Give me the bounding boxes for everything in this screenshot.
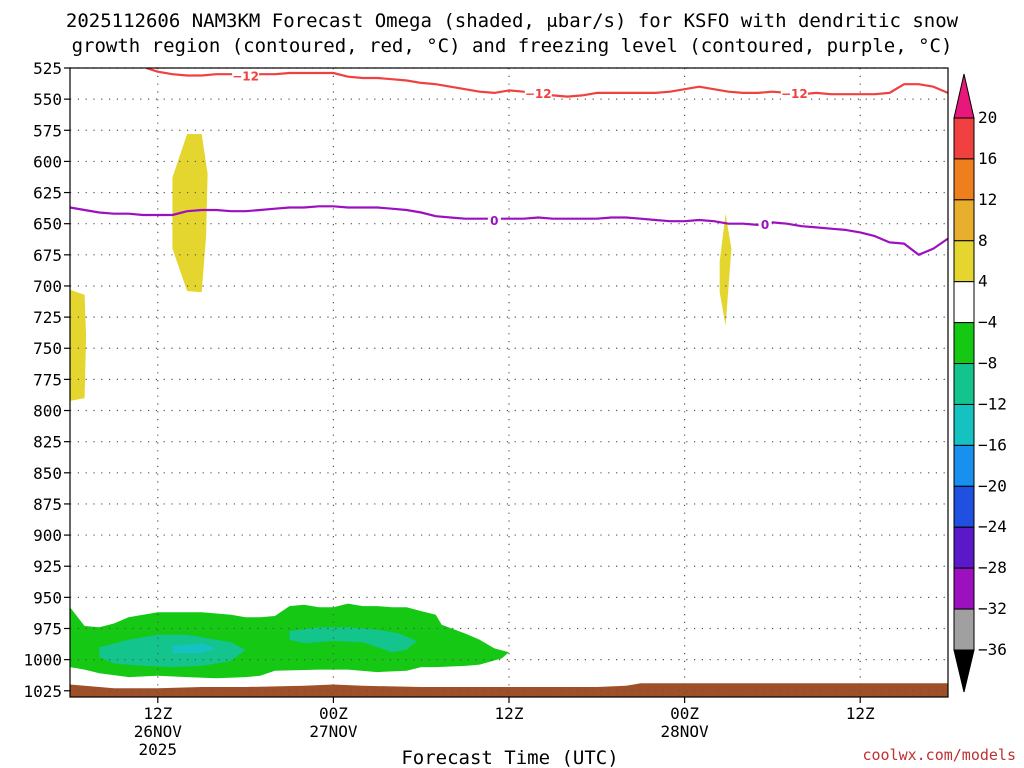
dendritic-isotherm-label-text-0: −12 — [232, 70, 259, 84]
colorbar-label-8: −16 — [978, 435, 1007, 454]
x-tick-label-6-2: 2025 — [139, 740, 178, 759]
y-tick-label-700: 700 — [33, 277, 62, 296]
omega-region-1 — [172, 134, 208, 293]
freezing-level-label-0: 0 — [487, 214, 501, 229]
dendritic-isotherm-label-bg-1 — [524, 87, 552, 102]
x-axis-label: Forecast Time (UTC) — [401, 747, 618, 768]
colorbar-bin-6 — [953, 322, 975, 365]
y-tick-label-600: 600 — [33, 152, 62, 171]
freezing-level-line — [70, 205, 948, 256]
y-tick-label-550: 550 — [33, 90, 62, 109]
dendritic-isotherm-label-1: −12 — [524, 87, 552, 102]
x-tick-label-54-0: 12Z — [846, 704, 875, 723]
y-tick-label-775: 775 — [33, 370, 62, 389]
freezing-level-label-bg-1 — [758, 217, 772, 232]
colorbar-label-4: 4 — [978, 272, 988, 291]
y-tick-label-650: 650 — [33, 215, 62, 234]
y-tick-label-925: 925 — [33, 557, 62, 576]
y-tick-label-1025: 1025 — [23, 682, 62, 701]
dendritic-isotherm-label-text-1: −12 — [525, 87, 552, 101]
freezing-level-label-bg-0 — [487, 214, 501, 229]
x-tick-label-18-1: 27NOV — [309, 722, 358, 741]
freezing-level-label-1: 0 — [758, 217, 772, 232]
colorbar-bin-4 — [953, 240, 975, 283]
colorbar-bin-9 — [953, 444, 975, 487]
colorbar-bin-1 — [953, 117, 975, 160]
colorbar-label-9: −20 — [978, 476, 1007, 495]
colorbar-bin-8 — [953, 403, 975, 446]
colorbar-bin-11 — [953, 526, 975, 569]
colorbar-bin-3 — [953, 199, 975, 242]
y-tick-label-975: 975 — [33, 619, 62, 638]
x-tick-label-6-0: 12Z — [143, 704, 172, 723]
colorbar-bin-7 — [953, 363, 975, 405]
y-tick-label-625: 625 — [33, 184, 62, 203]
colorbar-label-6: −8 — [978, 354, 997, 373]
colorbar-bin-13 — [953, 608, 975, 651]
y-axis: 525 550 575 600 625 650 675 700 725 750 775 800 825 8… — [23, 59, 70, 701]
colorbar: 20 16 12 8 4 −4 −8 −12 −16 −20 −24 −28 −32 −36 — [953, 73, 1007, 693]
dendritic-isotherm-label-bg-0 — [232, 69, 260, 84]
y-tick-label-800: 800 — [33, 402, 62, 421]
freezing-level-label-text-1: 0 — [761, 218, 769, 232]
credit-text: coolwx.com/models — [862, 746, 1016, 764]
y-tick-label-900: 900 — [33, 526, 62, 545]
omega-region-6 — [172, 643, 217, 654]
colorbar-label-2: 12 — [978, 190, 997, 209]
y-tick-label-675: 675 — [33, 246, 62, 265]
colorbar-bin-12 — [953, 567, 975, 610]
colorbar-bin-5 — [953, 281, 975, 324]
colorbar-bin-2 — [953, 158, 975, 201]
y-tick-label-750: 750 — [33, 339, 62, 358]
x-tick-label-6-1: 26NOV — [134, 722, 183, 741]
x-tick-label-42-1: 28NOV — [661, 722, 710, 741]
contour-lines: −12 −12 −12 0 0 — [70, 68, 948, 256]
omega-region-5 — [289, 627, 417, 653]
x-tick-label-42-0: 00Z — [670, 704, 699, 723]
colorbar-label-1: 16 — [978, 149, 997, 168]
colorbar-label-7: −12 — [978, 394, 1007, 413]
omega-region-2 — [719, 213, 732, 326]
dendritic-isotherm-label-text-2: −12 — [781, 87, 808, 101]
omega-region-0 — [70, 289, 87, 401]
colorbar-label-10: −24 — [978, 517, 1007, 536]
y-tick-label-1000: 1000 — [23, 651, 62, 670]
x-tick-label-18-0: 00Z — [319, 704, 348, 723]
colorbar-label-13: −36 — [978, 640, 1007, 659]
colorbar-bin-10 — [953, 485, 975, 528]
y-tick-label-525: 525 — [33, 59, 62, 78]
colorbar-top-arrow — [953, 73, 975, 119]
x-tick-label-30-0: 12Z — [495, 704, 524, 723]
colorbar-bottom-arrow — [953, 649, 975, 693]
chart-title-line-2: growth region (contoured, red, °C) and f… — [72, 35, 953, 57]
y-tick-label-850: 850 — [33, 464, 62, 483]
y-tick-label-575: 575 — [33, 121, 62, 140]
dendritic-isotherm-label-0: −12 — [232, 69, 260, 84]
dendritic-isotherm-label-2: −12 — [780, 87, 808, 102]
colorbar-label-11: −28 — [978, 558, 1007, 577]
freezing-level-label-text-0: 0 — [490, 214, 498, 228]
chart-title-line-1: 2025112606 NAM3KM Forecast Omega (shaded… — [66, 10, 959, 32]
dendritic-isotherm-label-bg-2 — [780, 87, 808, 102]
colorbar-label-3: 8 — [978, 231, 988, 250]
y-tick-label-875: 875 — [33, 495, 62, 514]
terrain-fill — [70, 683, 948, 697]
colorbar-label-0: 20 — [978, 108, 997, 127]
y-tick-label-950: 950 — [33, 588, 62, 607]
colorbar-label-5: −4 — [978, 313, 997, 332]
colorbar-label-12: −32 — [978, 599, 1007, 618]
y-tick-label-825: 825 — [33, 433, 62, 452]
terrain-layer — [70, 683, 948, 697]
y-tick-label-725: 725 — [33, 308, 62, 327]
